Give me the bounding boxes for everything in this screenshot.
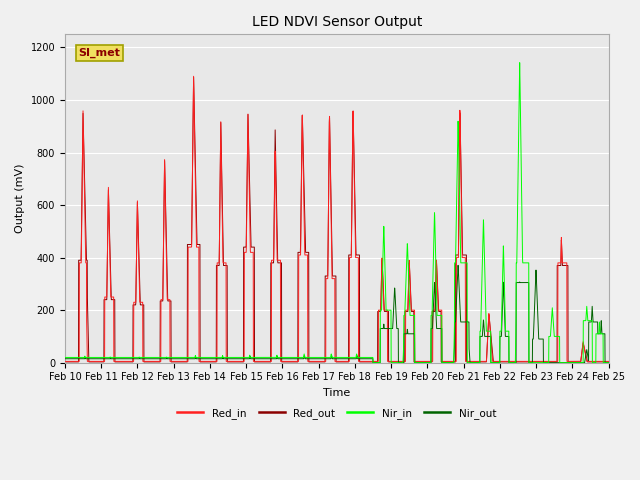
- Text: SI_met: SI_met: [79, 48, 120, 58]
- Title: LED NDVI Sensor Output: LED NDVI Sensor Output: [252, 15, 422, 29]
- X-axis label: Time: Time: [323, 388, 350, 398]
- Legend: Red_in, Red_out, Nir_in, Nir_out: Red_in, Red_out, Nir_in, Nir_out: [173, 404, 500, 423]
- Y-axis label: Output (mV): Output (mV): [15, 164, 25, 233]
